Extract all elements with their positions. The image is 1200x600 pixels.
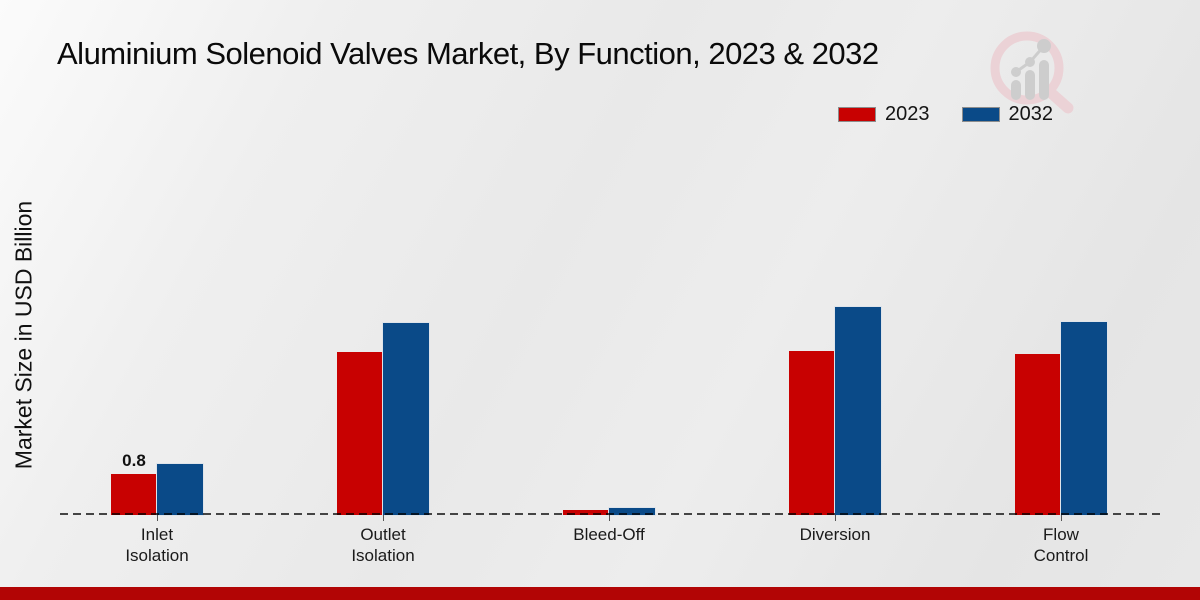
x-axis-tick-flow-control (1060, 515, 1062, 521)
magnifier-bar-chart-logo-icon (990, 31, 1074, 114)
bar-2032-inlet-isolation (157, 464, 203, 515)
legend-label: 2032 (1008, 103, 1054, 125)
legend-swatch-2023 (838, 107, 876, 122)
x-axis-tick-diversion (834, 515, 836, 521)
bar-2023-diversion (789, 351, 835, 515)
x-axis-category-label-bleed-off: Bleed-Off (573, 525, 645, 544)
bar-2023-flow-control (1015, 354, 1061, 515)
data-label-2023-inlet-isolation: 0.8 (122, 451, 146, 470)
bar-2023-inlet-isolation (111, 474, 157, 515)
x-axis-tick-inlet-isolation (156, 515, 158, 521)
bar-2023-bleed-off (563, 510, 609, 515)
bar-2023-outlet-isolation (337, 352, 383, 515)
x-axis-category-label-outlet-isolation: Outlet Isolation (351, 525, 415, 565)
legend-item-2032: 2032 (961, 103, 1054, 126)
brand-bar (0, 587, 1200, 600)
bar-2032-bleed-off (609, 508, 655, 515)
legend: 2023 2032 (838, 103, 1053, 126)
x-axis-tick-bleed-off (608, 515, 610, 521)
x-axis-category-label-flow-control: Flow Control (1033, 525, 1089, 565)
chart-title: Aluminium Solenoid Valves Market, By Fun… (57, 36, 879, 71)
x-axis-category-label-diversion: Diversion (799, 525, 871, 544)
legend-item-2023: 2023 (838, 103, 930, 126)
x-axis-category-label-inlet-isolation: Inlet Isolation (125, 525, 189, 565)
legend-label: 2023 (885, 103, 930, 125)
bar-2032-flow-control (1061, 322, 1107, 515)
y-axis-label: Market Size in USD Billion (10, 200, 37, 470)
bar-2032-diversion (835, 307, 881, 515)
bar-2032-outlet-isolation (383, 323, 429, 515)
x-axis-baseline (60, 513, 1160, 515)
x-axis-tick-outlet-isolation (382, 515, 384, 521)
legend-swatch-2032 (961, 107, 1000, 122)
